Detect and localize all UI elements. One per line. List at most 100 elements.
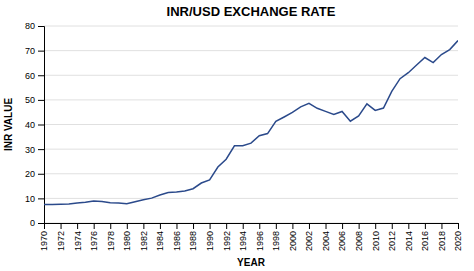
x-tick-label: 1980 xyxy=(122,231,132,251)
y-tick: 50 xyxy=(25,95,44,105)
x-tick-mark xyxy=(160,223,161,229)
x-tick-label: 1982 xyxy=(139,231,149,251)
grid-line xyxy=(44,173,458,174)
x-tick: 1980 xyxy=(122,223,132,251)
x-tick-mark xyxy=(77,223,78,229)
x-tick-mark xyxy=(110,223,111,229)
x-tick-mark xyxy=(143,223,144,229)
x-tick-mark xyxy=(276,223,277,229)
x-tick: 1970 xyxy=(39,223,49,251)
x-tick: 1974 xyxy=(73,223,83,251)
x-tick-label: 2018 xyxy=(437,231,447,251)
title: INR/USD EXCHANGE RATE xyxy=(167,4,336,19)
y-tick-label: 20 xyxy=(25,169,35,179)
y-tick: 20 xyxy=(25,169,44,179)
chart: 0 10 20 30 40 50 60 70 80 1970 1972 1974 1976 1978 198… xyxy=(0,0,474,271)
x-tick: 2016 xyxy=(420,223,430,251)
x-tick-label: 1986 xyxy=(172,231,182,251)
y-tick: 30 xyxy=(25,145,44,155)
x-tick: 2020 xyxy=(453,223,463,251)
line xyxy=(44,41,458,205)
x-tick-mark xyxy=(392,223,393,229)
x-tick-mark xyxy=(458,223,459,229)
x-tick-mark xyxy=(127,223,128,229)
x-tick-label: 1970 xyxy=(39,231,49,251)
x-tick: 1982 xyxy=(139,223,149,251)
y-axis: 0 10 20 30 40 50 60 70 80 xyxy=(25,21,45,228)
x-tick-label: 1990 xyxy=(205,231,215,251)
x-tick: 1998 xyxy=(271,223,281,251)
x-tick: 1976 xyxy=(89,223,99,251)
y-tick-label: 70 xyxy=(25,46,35,56)
x-tick: 2008 xyxy=(354,223,364,251)
y-tick-mark xyxy=(38,174,44,175)
y-tick-mark xyxy=(38,149,44,150)
x-tick-label: 2020 xyxy=(453,231,463,251)
y-tick-label: 50 xyxy=(25,95,35,105)
x-tick: 2010 xyxy=(371,223,381,251)
x-tick-label: 1996 xyxy=(255,231,265,251)
y-tick: 40 xyxy=(25,120,44,130)
x-tick: 1984 xyxy=(155,223,165,251)
x-tick-label: 2004 xyxy=(321,231,331,251)
x-tick-mark xyxy=(259,223,260,229)
y-axis-line xyxy=(38,27,45,224)
x-tick-label: 1994 xyxy=(238,231,248,251)
x-tick-label: 2010 xyxy=(371,231,381,251)
x-tick-mark xyxy=(441,223,442,229)
y-tick-mark xyxy=(38,125,44,126)
grid xyxy=(44,26,458,223)
x-tick-label: 1978 xyxy=(106,231,116,251)
x-tick: 2006 xyxy=(337,223,347,251)
x-tick-label: 2006 xyxy=(337,231,347,251)
y-tick-mark xyxy=(38,100,44,101)
x-tick-mark xyxy=(375,223,376,229)
grid-line xyxy=(44,198,458,199)
x-tick: 1994 xyxy=(238,223,248,251)
x-tick: 1992 xyxy=(222,223,232,251)
x-tick-mark xyxy=(226,223,227,229)
grid-line xyxy=(44,26,458,27)
x-tick-label: 2002 xyxy=(304,231,314,251)
grid-line xyxy=(44,50,458,51)
x-axis: 1970 1972 1974 1976 1978 1980 1982 1984 1986 1988… xyxy=(39,223,463,251)
y-tick-mark xyxy=(38,75,44,76)
x-tick-mark xyxy=(326,223,327,229)
y-tick: 60 xyxy=(25,71,44,81)
x-tick: 1978 xyxy=(106,223,116,251)
grid-line xyxy=(44,124,458,125)
grid-line xyxy=(44,75,458,76)
x-tick-mark xyxy=(408,223,409,229)
y-axis-title: INR VALUE xyxy=(3,98,14,151)
x-tick-label: 1998 xyxy=(271,231,281,251)
y-tick-mark xyxy=(38,51,44,52)
x-tick: 1972 xyxy=(56,223,66,251)
x-tick-mark xyxy=(210,223,211,229)
x-tick: 1988 xyxy=(188,223,198,251)
x-tick-label: 1992 xyxy=(222,231,232,251)
x-tick-label: 1974 xyxy=(73,231,83,251)
y-tick-label: 0 xyxy=(30,218,35,228)
y-tick-label: 80 xyxy=(25,21,35,31)
x-tick-mark xyxy=(309,223,310,229)
x-tick: 2002 xyxy=(304,223,314,251)
grid-line xyxy=(44,99,458,100)
x-tick: 2004 xyxy=(321,223,331,251)
x-tick: 1996 xyxy=(255,223,265,251)
y-tick-mark xyxy=(38,223,44,224)
x-axis-line xyxy=(45,224,459,230)
y-tick-label: 30 xyxy=(25,145,35,155)
x-tick-label: 1984 xyxy=(155,231,165,251)
x-tick-label: 2008 xyxy=(354,231,364,251)
x-tick-label: 2016 xyxy=(420,231,430,251)
x-tick-label: 1976 xyxy=(89,231,99,251)
x-tick-label: 2014 xyxy=(404,231,414,251)
x-tick-mark xyxy=(292,223,293,229)
x-tick-label: 2000 xyxy=(288,231,298,251)
x-tick-label: 1988 xyxy=(188,231,198,251)
x-tick: 2012 xyxy=(387,223,397,251)
x-tick-mark xyxy=(176,223,177,229)
y-tick: 10 xyxy=(25,194,44,204)
x-tick: 2000 xyxy=(288,223,298,251)
x-axis-title: YEAR xyxy=(237,257,266,268)
